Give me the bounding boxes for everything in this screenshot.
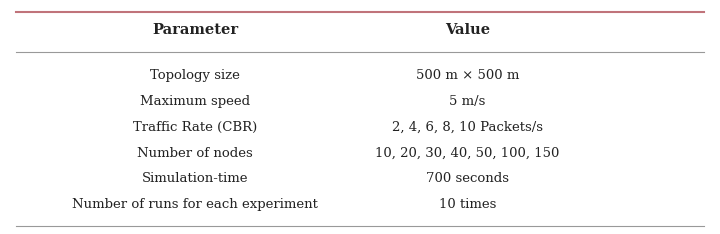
Text: Maximum speed: Maximum speed <box>140 95 250 108</box>
Text: 5 m/s: 5 m/s <box>449 95 486 108</box>
Text: Value: Value <box>445 23 490 37</box>
Text: 2, 4, 6, 8, 10 Packets/s: 2, 4, 6, 8, 10 Packets/s <box>392 121 543 134</box>
Text: 10, 20, 30, 40, 50, 100, 150: 10, 20, 30, 40, 50, 100, 150 <box>375 146 559 160</box>
Text: 10 times: 10 times <box>439 198 496 211</box>
Text: Simulation-time: Simulation-time <box>142 172 248 186</box>
Text: Number of nodes: Number of nodes <box>138 146 253 160</box>
Text: 700 seconds: 700 seconds <box>426 172 509 186</box>
Text: Topology size: Topology size <box>150 69 240 82</box>
Text: Parameter: Parameter <box>152 23 238 37</box>
Text: 500 m × 500 m: 500 m × 500 m <box>416 69 519 82</box>
Text: Number of runs for each experiment: Number of runs for each experiment <box>72 198 318 211</box>
Text: Traffic Rate (CBR): Traffic Rate (CBR) <box>133 121 257 134</box>
